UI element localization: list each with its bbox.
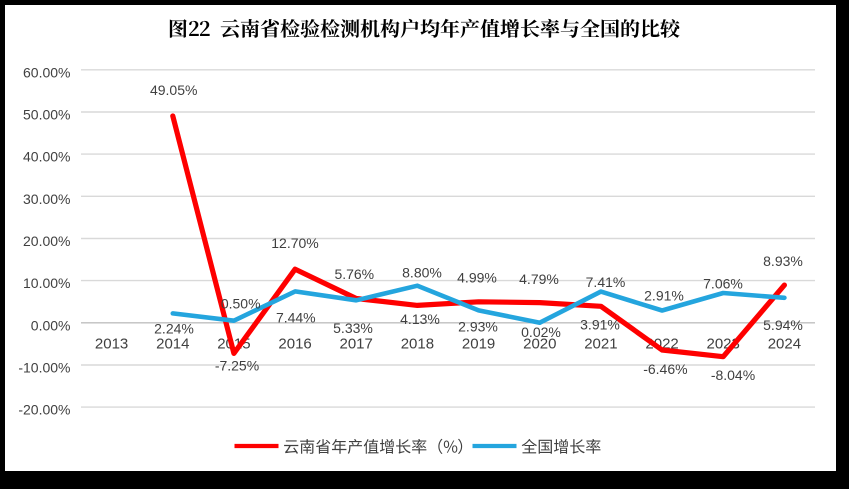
svg-text:-10.00%: -10.00% xyxy=(18,360,70,376)
svg-text:5.76%: 5.76% xyxy=(334,266,374,282)
svg-text:8.93%: 8.93% xyxy=(763,253,803,269)
svg-text:7.41%: 7.41% xyxy=(586,274,626,290)
svg-text:8.80%: 8.80% xyxy=(402,265,442,281)
svg-text:-7.25%: -7.25% xyxy=(215,358,259,374)
svg-text:2013: 2013 xyxy=(95,336,128,353)
svg-text:0.00%: 0.00% xyxy=(31,317,71,333)
svg-text:2024: 2024 xyxy=(768,336,801,353)
svg-text:7.06%: 7.06% xyxy=(703,276,743,292)
svg-text:12.70%: 12.70% xyxy=(271,235,318,251)
svg-text:-6.46%: -6.46% xyxy=(643,361,687,377)
svg-text:5.94%: 5.94% xyxy=(763,317,803,333)
svg-text:2016: 2016 xyxy=(278,336,311,353)
svg-text:4.13%: 4.13% xyxy=(400,311,440,327)
svg-text:0.02%: 0.02% xyxy=(521,324,561,340)
svg-text:2020: 2020 xyxy=(523,336,556,353)
svg-text:2021: 2021 xyxy=(584,336,617,353)
svg-text:40.00%: 40.00% xyxy=(23,149,70,165)
svg-text:20.00%: 20.00% xyxy=(23,233,70,249)
svg-text:-8.04%: -8.04% xyxy=(711,367,755,383)
svg-text:60.00%: 60.00% xyxy=(23,64,70,80)
svg-text:4.99%: 4.99% xyxy=(457,270,497,286)
svg-text:0.50%: 0.50% xyxy=(221,295,261,311)
svg-text:4.79%: 4.79% xyxy=(519,271,559,287)
svg-text:2018: 2018 xyxy=(401,336,434,353)
svg-text:10.00%: 10.00% xyxy=(23,275,70,291)
svg-text:7.44%: 7.44% xyxy=(276,310,316,326)
svg-text:2.24%: 2.24% xyxy=(154,321,194,337)
svg-text:30.00%: 30.00% xyxy=(23,191,70,207)
svg-text:2.91%: 2.91% xyxy=(644,288,684,304)
svg-text:2019: 2019 xyxy=(462,336,495,353)
svg-text:2017: 2017 xyxy=(340,336,373,353)
svg-text:49.05%: 49.05% xyxy=(150,82,197,98)
svg-text:3.91%: 3.91% xyxy=(580,317,620,333)
svg-text:5.33%: 5.33% xyxy=(333,320,373,336)
svg-text:2.93%: 2.93% xyxy=(458,318,498,334)
svg-text:2014: 2014 xyxy=(156,336,189,353)
svg-text:-20.00%: -20.00% xyxy=(18,402,70,418)
svg-text:50.00%: 50.00% xyxy=(23,107,70,123)
